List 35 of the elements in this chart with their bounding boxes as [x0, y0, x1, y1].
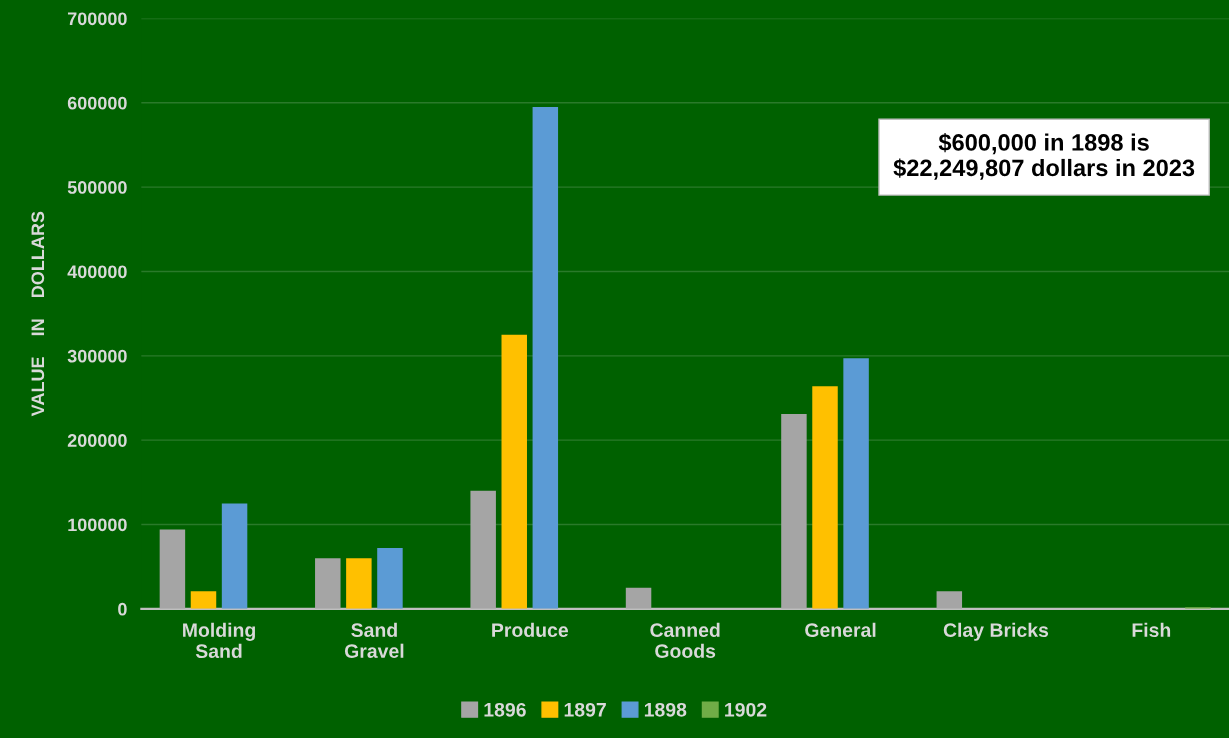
- bar: [781, 414, 807, 609]
- y-tick-label: 300000: [67, 349, 127, 363]
- bar: [159, 529, 186, 609]
- bar: [221, 503, 248, 609]
- legend-label: 1898: [644, 702, 687, 717]
- x-tick-label: Sand Gravel: [344, 622, 404, 658]
- bar: [315, 558, 341, 609]
- bar: [532, 107, 559, 609]
- annotation: $600,000 in 1898 is $22,249,807 dollars in 2023: [893, 133, 1195, 180]
- bar: [190, 591, 217, 609]
- bar: [501, 334, 527, 609]
- y-tick-label: 500000: [67, 181, 127, 194]
- y-tick-label: 0: [118, 602, 127, 616]
- y-axis-title: VALUE IN DOLLARS: [31, 211, 45, 417]
- bar: [377, 548, 403, 609]
- bar: [843, 358, 869, 609]
- y-tick-label: 100000: [68, 518, 127, 532]
- y-tick-label: 400000: [67, 265, 127, 279]
- legend-label: 1897: [564, 702, 606, 717]
- x-tick-label: Fish: [1132, 622, 1171, 638]
- x-tick-label: Produce: [492, 622, 569, 638]
- bar: [936, 591, 963, 609]
- bar: [625, 587, 652, 609]
- legend-label: 1896: [484, 702, 526, 717]
- x-tick-label: Clay Bricks: [943, 622, 1049, 641]
- x-tick-label: Molding Sand: [183, 622, 255, 659]
- x-tick-label: Canned Goods: [650, 622, 720, 658]
- x-tick-label: General: [805, 622, 876, 638]
- bar: [812, 386, 838, 609]
- y-tick-label: 700000: [67, 12, 127, 26]
- legend-label: 1902: [725, 702, 767, 717]
- bar: [470, 490, 496, 609]
- bar: [346, 558, 372, 609]
- y-tick-label: 600000: [67, 96, 127, 110]
- y-tick-label: 200000: [67, 434, 127, 447]
